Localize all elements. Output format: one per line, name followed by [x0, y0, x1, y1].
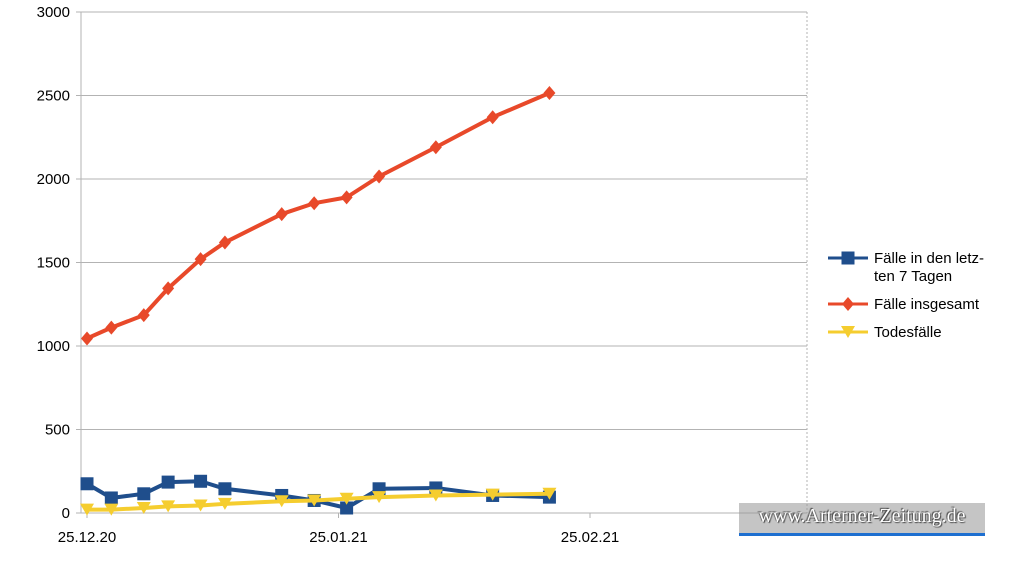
gridlines	[76, 11, 807, 514]
data-point	[137, 487, 151, 501]
data-point	[80, 503, 94, 516]
watermark-text: www.Arterner-Zeitung.de	[758, 505, 966, 527]
legend-swatch	[828, 251, 868, 265]
legend-swatch	[828, 326, 868, 338]
data-point	[340, 190, 353, 205]
legend-label-line: ten 7 Tagen	[874, 268, 953, 285]
data-point	[308, 196, 321, 211]
x-tick-label: 25.01.21	[309, 529, 367, 546]
data-point	[428, 489, 443, 502]
data-point	[486, 110, 499, 125]
data-point	[194, 252, 207, 267]
data-point	[218, 235, 231, 250]
axes	[80, 12, 808, 518]
watermark: www.Arterner-Zeitung.de	[739, 503, 985, 533]
y-tick-label: 2500	[37, 88, 70, 105]
data-point	[161, 500, 176, 513]
y-tick-label: 1000	[37, 338, 70, 355]
y-tick-label: 2000	[37, 171, 70, 188]
legend-label: Fälle insgesamt	[874, 296, 979, 314]
data-point	[339, 492, 354, 505]
data-point	[194, 474, 208, 488]
legend-label-line: Fälle in den letz-	[874, 250, 985, 267]
series-line	[86, 91, 551, 341]
legend-label: Todesfälle	[874, 324, 942, 342]
data-point	[275, 207, 288, 222]
data-point	[429, 140, 442, 155]
y-tick-label: 1500	[37, 255, 70, 272]
data-point	[162, 281, 175, 296]
data-point	[217, 497, 232, 510]
x-tick-label: 25.12.20	[58, 529, 116, 546]
y-tick-label: 0	[62, 505, 70, 522]
legend-label-line: Todesfälle	[874, 324, 942, 341]
data-point	[137, 308, 150, 323]
y-tick-label: 500	[45, 422, 70, 439]
legend-marker	[841, 251, 855, 265]
data-point	[161, 475, 175, 489]
legend-label-line: Fälle insgesamt	[874, 296, 980, 313]
series-3	[80, 487, 557, 516]
data-point	[373, 169, 386, 184]
data-point	[81, 331, 93, 346]
data-point	[105, 320, 118, 335]
data-point	[274, 495, 289, 508]
watermark-underline	[739, 533, 985, 536]
legend-item: Fälle in den letz-ten 7 Tagen	[828, 250, 1008, 286]
data-point	[340, 501, 354, 515]
data-point	[80, 477, 94, 491]
data-point	[104, 503, 119, 516]
y-tick-labels: 0 500 1000 1500 2000 2500 3000	[37, 4, 70, 522]
legend-marker	[842, 297, 854, 311]
legend-item: Todesfälle	[828, 324, 1008, 342]
data-point	[372, 491, 387, 504]
x-tick-label: 25.02.21	[561, 529, 619, 546]
data-point	[193, 499, 208, 512]
legend-swatch	[828, 297, 868, 311]
y-tick-label: 3000	[37, 4, 70, 21]
data-point	[485, 488, 500, 501]
legend-label: Fälle in den letz-ten 7 Tagen	[874, 250, 984, 286]
legend-marker	[841, 326, 855, 338]
data-point	[104, 491, 118, 505]
x-tick-labels: 25.12.20 25.01.21 25.02.21	[58, 529, 619, 546]
data-point	[136, 501, 151, 514]
data-point	[218, 482, 232, 496]
data-point	[542, 487, 557, 500]
data-point	[543, 85, 556, 100]
series-2	[81, 85, 556, 346]
legend: Fälle in den letz-ten 7 Tagen Fälle insge…	[828, 250, 1008, 352]
data-series	[80, 85, 557, 516]
data-point	[307, 494, 322, 507]
legend-item: Fälle insgesamt	[828, 296, 1008, 314]
